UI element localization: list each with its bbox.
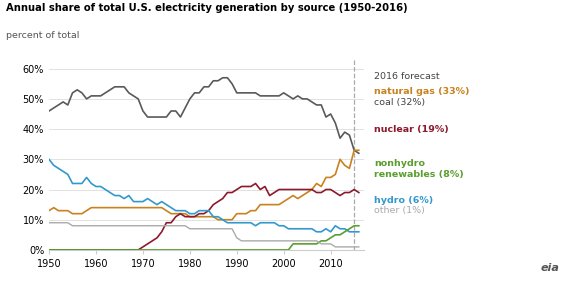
Text: natural gas (33%): natural gas (33%) [374,87,470,96]
Text: Annual share of total U.S. electricity generation by source (1950-2016): Annual share of total U.S. electricity g… [6,3,407,13]
Text: percent of total: percent of total [6,31,79,40]
Text: nonhydro
renewables (8%): nonhydro renewables (8%) [374,159,464,179]
Text: other (1%): other (1%) [374,206,425,215]
Text: 2016 forecast: 2016 forecast [374,72,440,82]
Text: eia: eia [541,263,560,273]
Text: nuclear (19%): nuclear (19%) [374,125,449,134]
Text: hydro (6%): hydro (6%) [374,196,433,205]
Text: coal (32%): coal (32%) [374,98,425,107]
